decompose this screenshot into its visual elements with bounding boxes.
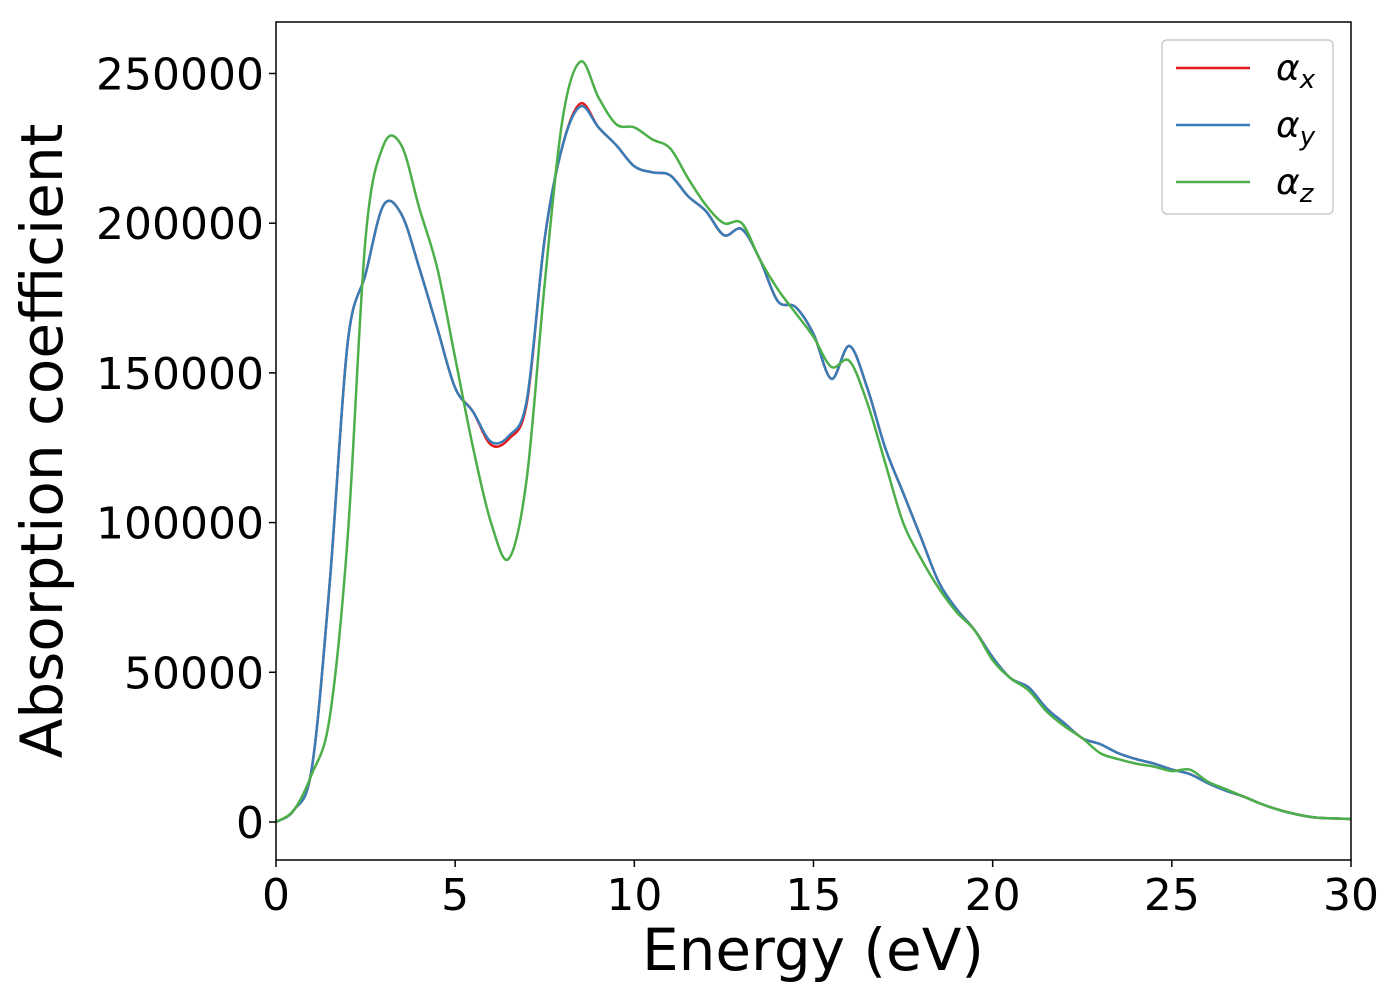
x-tick-label: 0: [262, 870, 290, 921]
y-tick-label: 250000: [96, 49, 264, 100]
y-axis-label: Absorption coefficient: [8, 124, 76, 759]
y-tick-label: 150000: [96, 349, 264, 400]
y-tick-label: 50000: [124, 648, 264, 699]
x-tick-label: 25: [1144, 870, 1200, 921]
line-series: [276, 104, 1351, 824]
legend-label: αy: [1276, 105, 1316, 152]
x-tick-label: 15: [786, 870, 842, 921]
line-series: [276, 60, 1351, 824]
x-tick-label: 20: [965, 870, 1021, 921]
x-axis-label: Energy (eV): [642, 916, 984, 984]
y-tick-label: 0: [236, 798, 264, 849]
plot-frame: [275, 21, 1352, 861]
legend-box: [1161, 39, 1334, 215]
x-tick-label: 5: [441, 870, 469, 921]
y-tick-label: 200000: [96, 199, 264, 250]
x-tick-label: 10: [606, 870, 662, 921]
x-tick-label: 30: [1323, 870, 1379, 921]
legend-label: αx: [1276, 48, 1316, 95]
legend-label: αz: [1276, 162, 1315, 209]
y-tick-label: 100000: [96, 499, 264, 550]
